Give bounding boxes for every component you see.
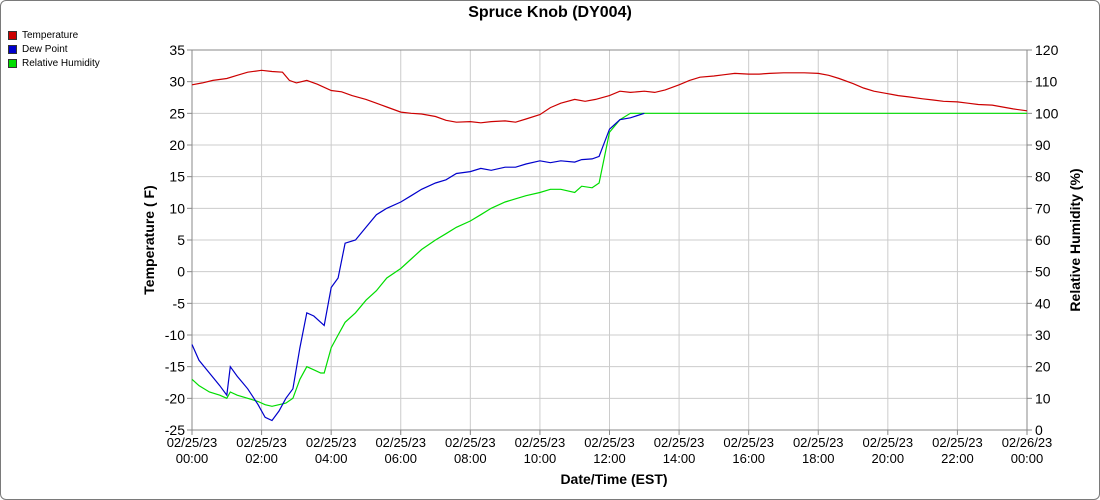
right-tick-label: 10: [1035, 390, 1051, 406]
x-tick-label-date: 02/25/23: [445, 435, 496, 450]
legend-item-temperature: Temperature: [8, 28, 100, 42]
x-axis-ticks: 02/25/2300:0002/25/2302:0002/25/2304:000…: [167, 430, 1053, 466]
right-tick-label: 0: [1035, 422, 1043, 438]
left-tick-label: 10: [169, 200, 185, 216]
left-tick-label: 30: [169, 74, 185, 90]
left-tick-label: -20: [165, 390, 185, 406]
left-tick-label: 25: [169, 105, 185, 121]
legend-label-dew-point: Dew Point: [22, 43, 68, 55]
x-tick-label-time: 02:00: [245, 451, 278, 466]
x-tick-label-time: 10:00: [524, 451, 557, 466]
right-tick-label: 50: [1035, 264, 1051, 280]
x-tick-label-time: 00:00: [176, 451, 209, 466]
x-tick-label-time: 04:00: [315, 451, 348, 466]
x-tick-label-date: 02/25/23: [236, 435, 287, 450]
x-tick-label-time: 22:00: [941, 451, 974, 466]
left-axis-label: Temperature ( F): [141, 185, 157, 294]
series-line-temperature: [191, 69, 1028, 124]
x-tick-label-date: 02/25/23: [654, 435, 705, 450]
x-tick-label-date: 02/25/23: [723, 435, 774, 450]
right-tick-label: 80: [1035, 169, 1051, 185]
left-tick-label: 20: [169, 137, 185, 153]
left-tick-label: 0: [177, 264, 185, 280]
x-tick-label-date: 02/25/23: [584, 435, 635, 450]
legend-swatch-relative-humidity: [8, 58, 17, 68]
x-tick-label-time: 06:00: [384, 451, 417, 466]
left-tick-label: 15: [169, 169, 185, 185]
left-tick-label: -15: [165, 359, 185, 375]
right-tick-label: 30: [1035, 327, 1051, 343]
right-tick-label: 20: [1035, 359, 1051, 375]
series-line-relative-humidity: [191, 112, 1027, 407]
x-tick-label-date: 02/25/23: [793, 435, 844, 450]
right-tick-label: 90: [1035, 137, 1051, 153]
x-tick-label-time: 20:00: [872, 451, 905, 466]
left-tick-label: 35: [169, 42, 185, 58]
series-line-dew-point: [191, 112, 645, 422]
x-tick-label-time: 08:00: [454, 451, 487, 466]
right-tick-label: 120: [1035, 42, 1059, 58]
x-tick-label-date: 02/25/23: [515, 435, 566, 450]
legend-item-relative-humidity: Relative Humidity: [8, 56, 100, 70]
right-tick-label: 110: [1035, 74, 1058, 90]
series-lines: [191, 69, 1028, 422]
x-tick-label-date: 02/25/23: [375, 435, 426, 450]
left-tick-label: -5: [173, 295, 186, 311]
x-tick-label-time: 12:00: [593, 451, 626, 466]
x-tick-label-date: 02/25/23: [167, 435, 218, 450]
x-axis-label: Date/Time (EST): [560, 471, 667, 487]
legend: Temperature Dew Point Relative Humidity: [8, 28, 100, 70]
right-tick-label: 70: [1035, 200, 1051, 216]
right-tick-label: 40: [1035, 295, 1051, 311]
left-tick-label: -10: [165, 327, 185, 343]
grid: [191, 49, 1028, 431]
x-tick-label-time: 00:00: [1011, 451, 1044, 466]
x-tick-label-date: 02/25/23: [306, 435, 357, 450]
right-tick-label: 100: [1035, 105, 1059, 121]
left-tick-label: -25: [165, 422, 185, 438]
legend-label-temperature: Temperature: [22, 29, 79, 41]
x-tick-label-date: 02/25/23: [863, 435, 914, 450]
right-axis-label: Relative Humidity (%): [1067, 168, 1083, 311]
x-tick-label-date: 02/26/23: [1002, 435, 1053, 450]
legend-label-relative-humidity: Relative Humidity: [22, 57, 100, 69]
x-tick-label-time: 18:00: [802, 451, 835, 466]
right-tick-label: 60: [1035, 232, 1051, 248]
left-tick-label: 5: [177, 232, 185, 248]
chart-title: Spruce Knob (DY004): [468, 4, 632, 21]
legend-item-dew-point: Dew Point: [8, 42, 100, 56]
x-tick-label-time: 14:00: [663, 451, 696, 466]
x-tick-label-time: 16:00: [732, 451, 765, 466]
x-tick-label-date: 02/25/23: [932, 435, 983, 450]
left-axis-ticks: 35 30 25 20 15 10 5 0 -5 -10 -15 -20 -25: [165, 42, 192, 438]
legend-swatch-temperature: [8, 30, 17, 40]
legend-swatch-dew-point: [8, 44, 17, 54]
